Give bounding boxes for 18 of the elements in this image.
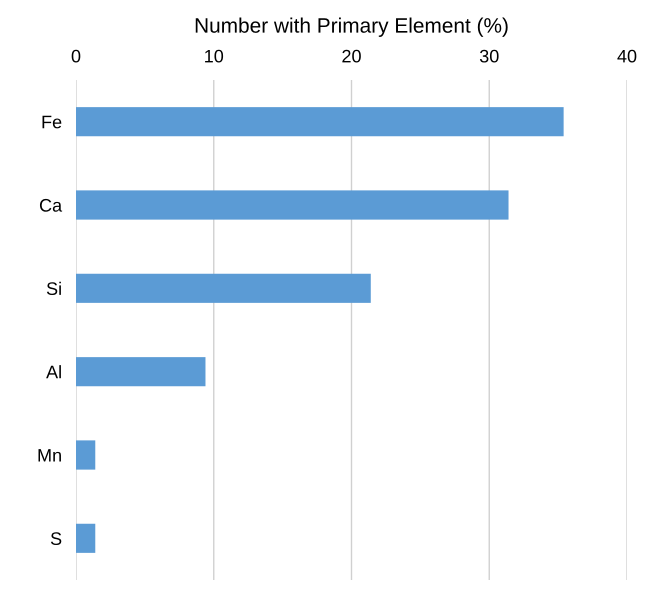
- x-tick-label: 40: [617, 50, 636, 63]
- y-tick-label: Si: [46, 282, 61, 296]
- x-tick-label: 10: [205, 50, 224, 63]
- bar: [76, 107, 564, 136]
- x-tick-label: 20: [342, 50, 361, 63]
- y-tick-label: Mn: [38, 449, 61, 462]
- y-tick-label: Fe: [42, 116, 62, 128]
- y-tick-label: Al: [46, 365, 61, 378]
- y-tick-label: S: [50, 532, 62, 546]
- x-tick-label: 30: [480, 50, 499, 63]
- bar: [76, 357, 206, 386]
- bar: [76, 524, 96, 553]
- y-tick-label: Ca: [40, 198, 62, 212]
- bar: [76, 440, 96, 470]
- x-tick-label: 0: [72, 50, 80, 63]
- bar: [76, 274, 371, 303]
- x-axis-title: Number with Primary Element (%): [196, 18, 508, 37]
- bar: [76, 190, 509, 220]
